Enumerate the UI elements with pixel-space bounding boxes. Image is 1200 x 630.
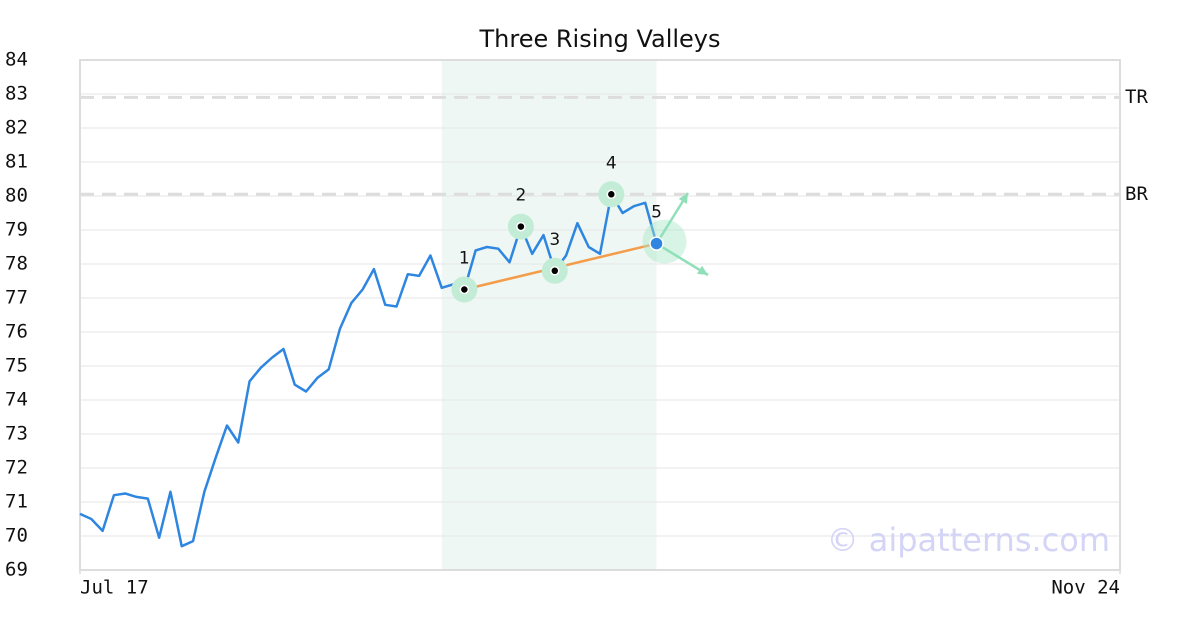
x-tick-label: Jul 17	[80, 577, 149, 599]
y-tick-label: 70	[5, 525, 28, 547]
y-tick-label: 72	[5, 457, 28, 479]
projection-arrow	[655, 242, 709, 277]
arrow-head	[697, 265, 708, 275]
point-label: 3	[549, 230, 560, 250]
y-tick-label: 83	[5, 83, 28, 105]
y-tick-label: 74	[5, 389, 28, 411]
breakout-halo	[642, 219, 687, 264]
y-tick-label: 81	[5, 151, 28, 173]
level-label: TR	[1125, 86, 1148, 108]
chart-title: Three Rising Valleys	[478, 25, 720, 53]
y-tick-label: 78	[5, 253, 28, 275]
y-tick-label: 76	[5, 321, 28, 343]
y-tick-label: 79	[5, 219, 28, 241]
projection-arrow	[655, 192, 690, 245]
x-tick-label: Nov 24	[1051, 577, 1120, 599]
plot-frame	[79, 59, 1121, 571]
point-label: 1	[459, 249, 470, 269]
pattern-point	[459, 284, 470, 295]
pattern-point	[649, 236, 664, 251]
y-tick-label: 82	[5, 117, 28, 139]
y-tick-label: 69	[5, 559, 28, 581]
arrow-head	[678, 193, 688, 204]
pattern-point	[516, 221, 526, 232]
pattern-point	[606, 189, 617, 200]
point-label: 2	[515, 186, 526, 206]
y-tick-label: 80	[5, 185, 28, 207]
point-label: 5	[651, 203, 662, 223]
watermark: © aipatterns.com	[827, 521, 1110, 559]
pattern-point	[550, 266, 560, 276]
highlight-band	[441, 60, 657, 570]
point-label: 4	[606, 153, 617, 173]
level-label: BR	[1125, 183, 1148, 205]
y-tick-label: 75	[5, 355, 28, 377]
y-tick-label: 71	[5, 491, 28, 513]
y-tick-label: 73	[5, 423, 28, 445]
y-tick-label: 84	[5, 49, 28, 71]
y-tick-label: 77	[5, 287, 28, 309]
